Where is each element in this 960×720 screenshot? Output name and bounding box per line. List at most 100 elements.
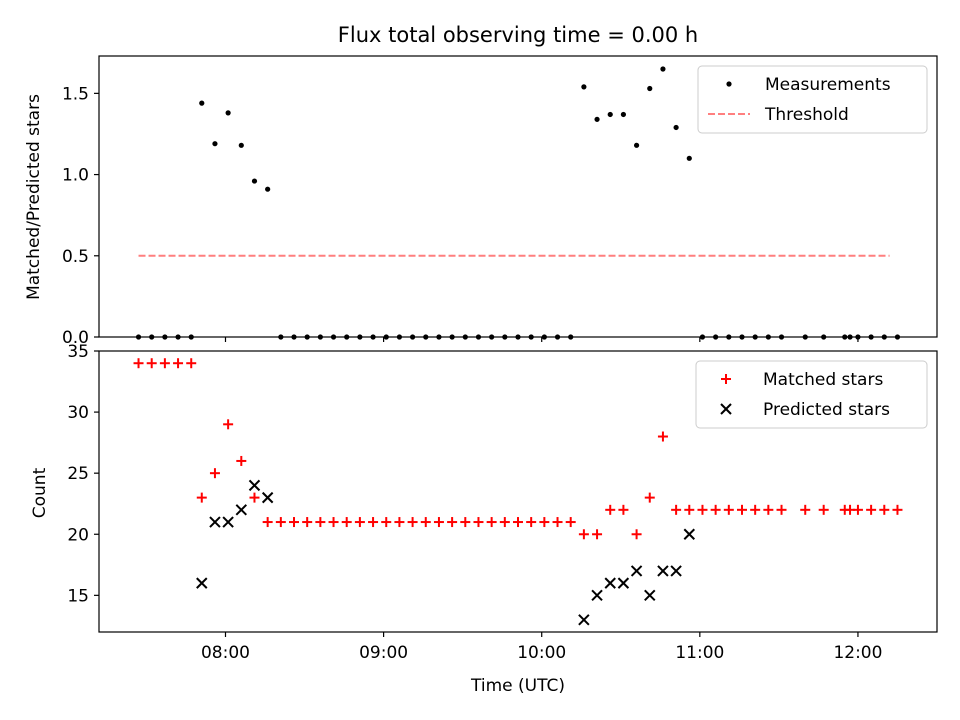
matched-point <box>684 504 695 515</box>
measurement-point <box>238 142 244 148</box>
matched-point <box>552 517 563 528</box>
legend-dot-icon <box>726 81 732 87</box>
predicted-point <box>644 589 656 602</box>
measurement-point <box>265 186 271 192</box>
bottom-axes-frame <box>98 350 938 633</box>
predicted-point <box>683 528 695 540</box>
measurement-point <box>660 66 666 72</box>
matched-point <box>750 504 761 515</box>
matched-point <box>196 492 207 503</box>
bottom-legend: Matched stars Predicted stars <box>695 360 928 429</box>
matched-point <box>209 468 220 479</box>
matched-point <box>852 504 863 515</box>
matched-point <box>800 504 811 515</box>
predicted-point <box>209 516 221 528</box>
matched-point <box>262 517 273 528</box>
matched-point <box>892 504 903 515</box>
bottom-x-ticks: 08:00 09:00 10:00 11:00 12:00 <box>201 632 882 663</box>
y-tick-label: 30 <box>67 403 89 423</box>
matched-point <box>133 358 144 369</box>
y-tick-label: 0.0 <box>62 328 89 348</box>
matched-point <box>341 517 352 528</box>
matched-point <box>513 517 523 528</box>
matched-point <box>618 504 629 515</box>
measurement-point <box>686 155 692 161</box>
x-tick-label: 11:00 <box>675 643 724 663</box>
matched-point <box>146 358 157 369</box>
matched-point <box>499 517 510 528</box>
predicted-point <box>657 565 669 577</box>
matched-point <box>186 358 197 369</box>
matched-point <box>539 517 550 528</box>
measurement-point <box>225 110 231 116</box>
predicted-point <box>604 577 616 589</box>
y-tick-label: 1.5 <box>62 84 89 104</box>
measurement-point <box>594 116 600 122</box>
legend-label-threshold: Threshold <box>764 105 849 125</box>
bottom-legend-box <box>695 360 928 429</box>
matched-point <box>710 504 721 515</box>
y-tick-label: 1.0 <box>62 166 89 186</box>
predicted-point <box>261 491 274 504</box>
legend-label-predicted: Predicted stars <box>763 400 890 420</box>
y-tick-label: 0.5 <box>62 247 89 267</box>
measurement-point <box>212 141 218 147</box>
legend-plus-icon <box>721 374 731 384</box>
matched-point <box>159 358 170 369</box>
matched-point <box>763 504 774 515</box>
top-y-ticks: 0.0 0.5 1.0 1.5 <box>62 84 99 348</box>
matched-point <box>236 455 247 466</box>
matched-point <box>315 517 326 528</box>
top-legend-box <box>697 65 928 134</box>
x-tick-label: 12:00 <box>833 643 882 663</box>
matched-point <box>486 517 497 528</box>
legend-label-measurements: Measurements <box>765 75 891 95</box>
matched-point <box>473 517 484 528</box>
predicted-point <box>591 589 603 602</box>
chart-title: Flux total observing time = 0.00 h <box>338 23 698 47</box>
measurement-point <box>673 124 679 131</box>
matched-point <box>223 419 234 430</box>
bottom-y-axis-label: Count <box>30 467 50 518</box>
x-tick-label: 10:00 <box>517 643 566 663</box>
top-legend: Measurements Threshold <box>697 65 928 134</box>
predicted-point <box>248 479 261 492</box>
matched-point <box>526 517 537 528</box>
y-tick-label: 25 <box>67 464 89 484</box>
x-axis-label: Time (UTC) <box>470 676 565 696</box>
matched-point <box>818 504 829 515</box>
matched-point <box>671 504 682 515</box>
measurement-point <box>620 111 627 118</box>
bottom-marks <box>133 358 903 626</box>
predicted-point <box>196 577 208 589</box>
matched-point <box>565 517 576 528</box>
matched-point <box>381 517 392 528</box>
y-tick-label: 35 <box>67 342 89 362</box>
matched-point <box>368 517 379 528</box>
matched-point <box>173 358 184 369</box>
x-tick-label: 09:00 <box>359 643 408 663</box>
matched-point <box>631 529 642 540</box>
top-x-ticks <box>224 337 859 342</box>
bottom-panel: 15 20 25 30 35 08:00 09:00 10:00 11:00 12:00 Cou… <box>30 342 938 696</box>
matched-point <box>776 504 787 515</box>
top-panel: 0.0 0.5 1.0 1.5 Matched/Predicted stars Mea… <box>24 55 938 348</box>
matched-point <box>592 529 603 540</box>
legend-label-matched: Matched stars <box>763 370 883 390</box>
bottom-y-ticks: 15 20 25 30 35 <box>67 342 99 606</box>
measurement-point <box>251 178 258 184</box>
x-tick-label: 08:00 <box>201 643 250 663</box>
measurement-point <box>581 84 587 90</box>
matched-point <box>249 492 260 503</box>
predicted-point <box>222 516 234 528</box>
matched-point <box>657 431 668 442</box>
matched-point <box>328 517 339 528</box>
predicted-point <box>617 577 630 589</box>
matched-point <box>697 504 708 515</box>
matched-point <box>407 517 418 528</box>
measurement-point <box>633 142 640 148</box>
matched-point <box>723 504 734 515</box>
matched-point <box>447 517 458 528</box>
matched-point <box>644 492 655 503</box>
